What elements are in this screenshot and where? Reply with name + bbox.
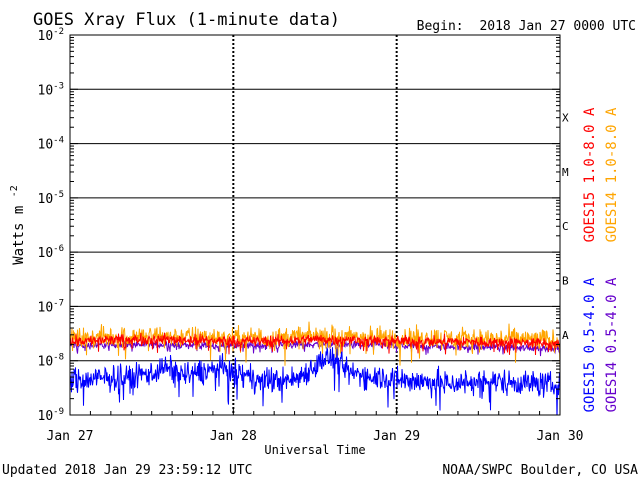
flare-class-label: M bbox=[562, 166, 569, 179]
flare-class-label: B bbox=[562, 275, 569, 288]
x-tick-label: Jan 29 bbox=[373, 429, 420, 444]
series-line bbox=[70, 332, 560, 356]
legend: GOES15 1.0-8.0 A GOES14 1.0-8.0 A GOES15 0… bbox=[582, 107, 620, 412]
y-axis-label-exponent: -2 bbox=[9, 185, 20, 197]
x-tick-label: Jan 28 bbox=[210, 429, 257, 444]
flare-class-label: X bbox=[562, 112, 569, 125]
x-tick-label: Jan 27 bbox=[47, 429, 94, 444]
y-axis-label: Watts m -2 bbox=[9, 185, 27, 265]
y-tick-label: 10-8 bbox=[38, 353, 65, 370]
series-layer bbox=[70, 321, 560, 415]
credit-text: NOAA/SWPC Boulder, CO USA bbox=[442, 463, 638, 478]
updated-timestamp: Updated 2018 Jan 29 23:59:12 UTC bbox=[2, 463, 252, 478]
y-tick-label: 10-9 bbox=[38, 407, 65, 424]
y-tick-label: 10-3 bbox=[38, 81, 65, 98]
y-axis-label-base: Watts m bbox=[11, 206, 27, 265]
legend-entry: GOES14 1.0-8.0 A bbox=[604, 107, 620, 242]
begin-value: 2018 Jan 27 0000 UTC bbox=[479, 19, 636, 34]
series-line bbox=[70, 346, 560, 415]
y-tick-label: 10-6 bbox=[38, 244, 65, 261]
x-axis-label: Universal Time bbox=[264, 443, 365, 457]
flare-class-label: C bbox=[562, 220, 569, 233]
chart-title: GOES Xray Flux (1-minute data) bbox=[33, 10, 340, 30]
y-tick-label: 10-5 bbox=[38, 190, 65, 207]
begin-label: Begin: 2018 Jan 27 0000 UTC bbox=[417, 19, 636, 34]
y-tick-label: 10-4 bbox=[38, 136, 65, 153]
flare-class-labels: X M C B A bbox=[562, 112, 569, 342]
legend-entry: GOES15 0.5-4.0 A bbox=[582, 277, 598, 412]
legend-entry: GOES14 0.5-4.0 A bbox=[604, 277, 620, 412]
legend-entry: GOES15 1.0-8.0 A bbox=[582, 107, 598, 242]
y-axis: 10-2 10-3 10-4 10-5 10-6 10-7 10-8 10-9 bbox=[38, 27, 560, 424]
x-axis: Jan 27 Jan 28 Jan 29 Jan 30 bbox=[47, 407, 584, 444]
begin-label-text: Begin: bbox=[417, 19, 464, 34]
x-tick-label: Jan 30 bbox=[537, 429, 584, 444]
flare-class-label: A bbox=[562, 329, 569, 342]
y-tick-label: 10-7 bbox=[38, 298, 65, 315]
grid-lines bbox=[70, 35, 560, 415]
y-tick-label: 10-2 bbox=[38, 27, 65, 44]
plot-frame bbox=[69, 34, 561, 416]
